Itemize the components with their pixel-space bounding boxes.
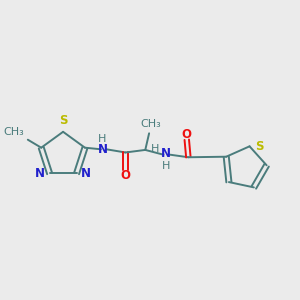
- Text: H: H: [98, 134, 107, 143]
- Text: H: H: [151, 144, 159, 154]
- Text: H: H: [162, 161, 170, 171]
- Text: CH₃: CH₃: [140, 119, 161, 129]
- Text: N: N: [35, 167, 45, 180]
- Text: N: N: [161, 147, 171, 160]
- Text: N: N: [98, 143, 107, 156]
- Text: S: S: [255, 140, 263, 153]
- Text: N: N: [81, 167, 91, 180]
- Text: O: O: [182, 128, 192, 141]
- Text: CH₃: CH₃: [3, 127, 24, 137]
- Text: S: S: [59, 114, 67, 127]
- Text: O: O: [121, 169, 130, 182]
